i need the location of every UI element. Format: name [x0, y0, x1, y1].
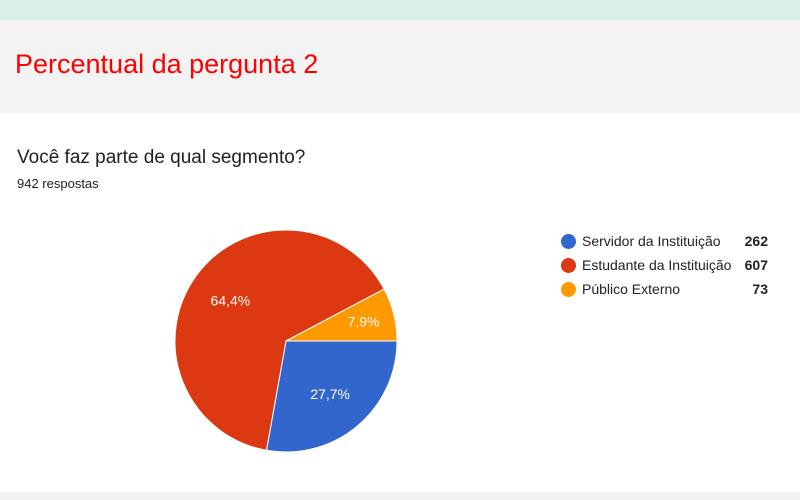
pie-slice-2[interactable]: [285, 288, 398, 342]
legend-swatch: [561, 281, 576, 297]
chart-legend: Servidor da Instituição 262 Estudante da I…: [561, 229, 771, 301]
legend-label: Servidor da Instituição: [582, 233, 721, 249]
top-strip: [0, 0, 800, 20]
legend-item[interactable]: Público Externo 73: [561, 277, 771, 301]
response-count: 942 respostas: [17, 176, 99, 191]
slice-label-2: 7,9%: [348, 314, 380, 330]
legend-value: 607: [744, 257, 768, 273]
slice-label-0: 27,7%: [310, 386, 350, 402]
legend-value: 262: [744, 233, 768, 249]
legend-swatch: [561, 257, 576, 273]
legend-label: Público Externo: [582, 281, 681, 297]
slice-label-1: 64,4%: [211, 292, 251, 308]
pie-slice-0[interactable]: [265, 340, 398, 453]
page-title: Percentual da pergunta 2: [15, 49, 319, 79]
pie-slice-1[interactable]: [174, 229, 385, 451]
legend-value: 73: [752, 281, 768, 297]
bottom-strip: [0, 492, 800, 500]
section-header: Percentual da pergunta 2: [0, 20, 800, 113]
legend-item[interactable]: Servidor da Instituição 262: [561, 229, 771, 253]
question-title: Você faz parte de qual segmento?: [17, 147, 306, 168]
legend-swatch: [561, 233, 576, 249]
legend-label: Estudante da Instituição: [582, 257, 732, 273]
legend-item[interactable]: Estudante da Instituição 607: [561, 253, 771, 277]
